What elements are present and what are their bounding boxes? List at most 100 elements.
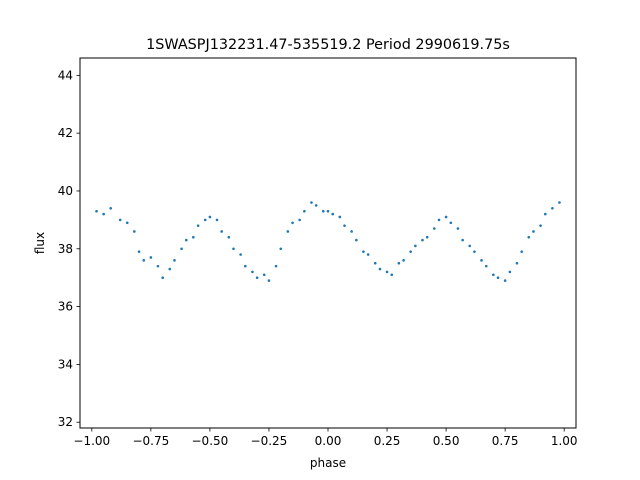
data-point <box>421 238 424 242</box>
data-point <box>362 250 365 253</box>
data-point <box>385 270 389 274</box>
data-point <box>444 215 448 219</box>
data-point <box>192 235 195 239</box>
data-point <box>414 244 417 248</box>
x-axis: −1.00 −0.75 −0.50 −0.25 0.00 0.25 0.50 0.75 1.00 <box>73 428 578 448</box>
data-point <box>338 215 342 219</box>
y-tick-label: 36 <box>58 300 73 314</box>
data-point <box>437 218 441 222</box>
data-point <box>520 250 523 253</box>
x-tick-label: −0.25 <box>251 434 288 448</box>
data-point <box>484 264 488 268</box>
data-point <box>449 221 453 225</box>
data-point <box>355 238 358 242</box>
data-point <box>503 279 507 282</box>
data-point <box>527 235 531 239</box>
y-tick-label: 32 <box>58 415 73 429</box>
data-point <box>539 224 542 227</box>
data-points <box>95 201 561 282</box>
data-point <box>515 261 519 265</box>
data-point <box>220 230 224 233</box>
data-point <box>425 235 429 239</box>
data-point <box>343 224 346 227</box>
y-axis-label: flux <box>33 232 47 254</box>
y-tick-label: 44 <box>58 68 73 82</box>
data-point <box>473 250 476 253</box>
data-point <box>208 215 212 219</box>
data-point <box>532 230 535 233</box>
data-point <box>95 209 98 213</box>
data-point <box>331 212 335 216</box>
data-point <box>390 273 394 277</box>
data-point <box>156 264 160 268</box>
data-point <box>326 209 330 213</box>
data-point <box>279 247 283 251</box>
data-point <box>118 218 122 222</box>
data-point <box>402 259 405 262</box>
data-point <box>480 259 483 262</box>
x-tick-label: 0.50 <box>433 434 460 448</box>
data-point <box>239 253 242 256</box>
y-axis: 32 34 36 38 40 42 44 <box>58 68 80 429</box>
data-point <box>544 212 547 216</box>
data-point <box>133 230 136 233</box>
y-tick-label: 38 <box>58 242 73 256</box>
data-point <box>149 256 153 259</box>
data-point <box>496 276 500 279</box>
data-point <box>137 250 141 253</box>
data-point <box>321 209 325 213</box>
data-point <box>215 218 219 222</box>
x-tick-label: −0.75 <box>132 434 169 448</box>
chart-title: 1SWASPJ132231.47-535519.2 Period 2990619… <box>146 37 510 53</box>
data-point <box>251 270 254 274</box>
data-point <box>291 221 294 225</box>
data-point <box>409 250 412 253</box>
x-tick-label: 1.00 <box>551 434 578 448</box>
x-tick-label: −1.00 <box>73 434 110 448</box>
data-point <box>125 221 129 225</box>
data-point <box>492 273 495 277</box>
data-point <box>274 264 278 268</box>
data-point <box>142 259 146 262</box>
data-point <box>180 247 183 251</box>
x-tick-label: −0.50 <box>192 434 229 448</box>
data-point <box>227 235 231 239</box>
x-tick-label: 0.25 <box>374 434 401 448</box>
data-point <box>314 204 318 207</box>
data-point <box>350 230 353 233</box>
data-point <box>508 270 512 274</box>
data-point <box>303 209 306 213</box>
data-point <box>161 276 164 279</box>
y-tick-label: 34 <box>58 357 73 371</box>
data-point <box>173 259 176 262</box>
data-point <box>203 218 207 222</box>
data-point <box>366 253 370 256</box>
data-point <box>244 264 247 268</box>
data-point <box>378 267 382 271</box>
data-point <box>298 218 301 222</box>
data-point <box>255 276 259 279</box>
x-tick-label: 0.00 <box>315 434 342 448</box>
y-tick-label: 40 <box>58 184 73 198</box>
data-point <box>468 244 472 248</box>
data-point <box>267 279 271 282</box>
data-point <box>310 201 313 204</box>
data-point <box>373 261 377 265</box>
data-point <box>102 212 105 216</box>
data-point <box>262 273 266 277</box>
data-point <box>397 261 401 265</box>
x-tick-label: 0.75 <box>492 434 519 448</box>
x-axis-label: phase <box>310 456 346 470</box>
data-point <box>109 207 112 210</box>
data-point <box>232 247 235 251</box>
data-point <box>551 207 554 210</box>
data-point <box>432 227 436 230</box>
data-point <box>456 227 460 230</box>
data-point <box>558 201 561 204</box>
data-point <box>184 238 188 242</box>
data-point <box>196 224 200 227</box>
y-tick-label: 42 <box>58 126 73 140</box>
data-point <box>286 230 290 233</box>
